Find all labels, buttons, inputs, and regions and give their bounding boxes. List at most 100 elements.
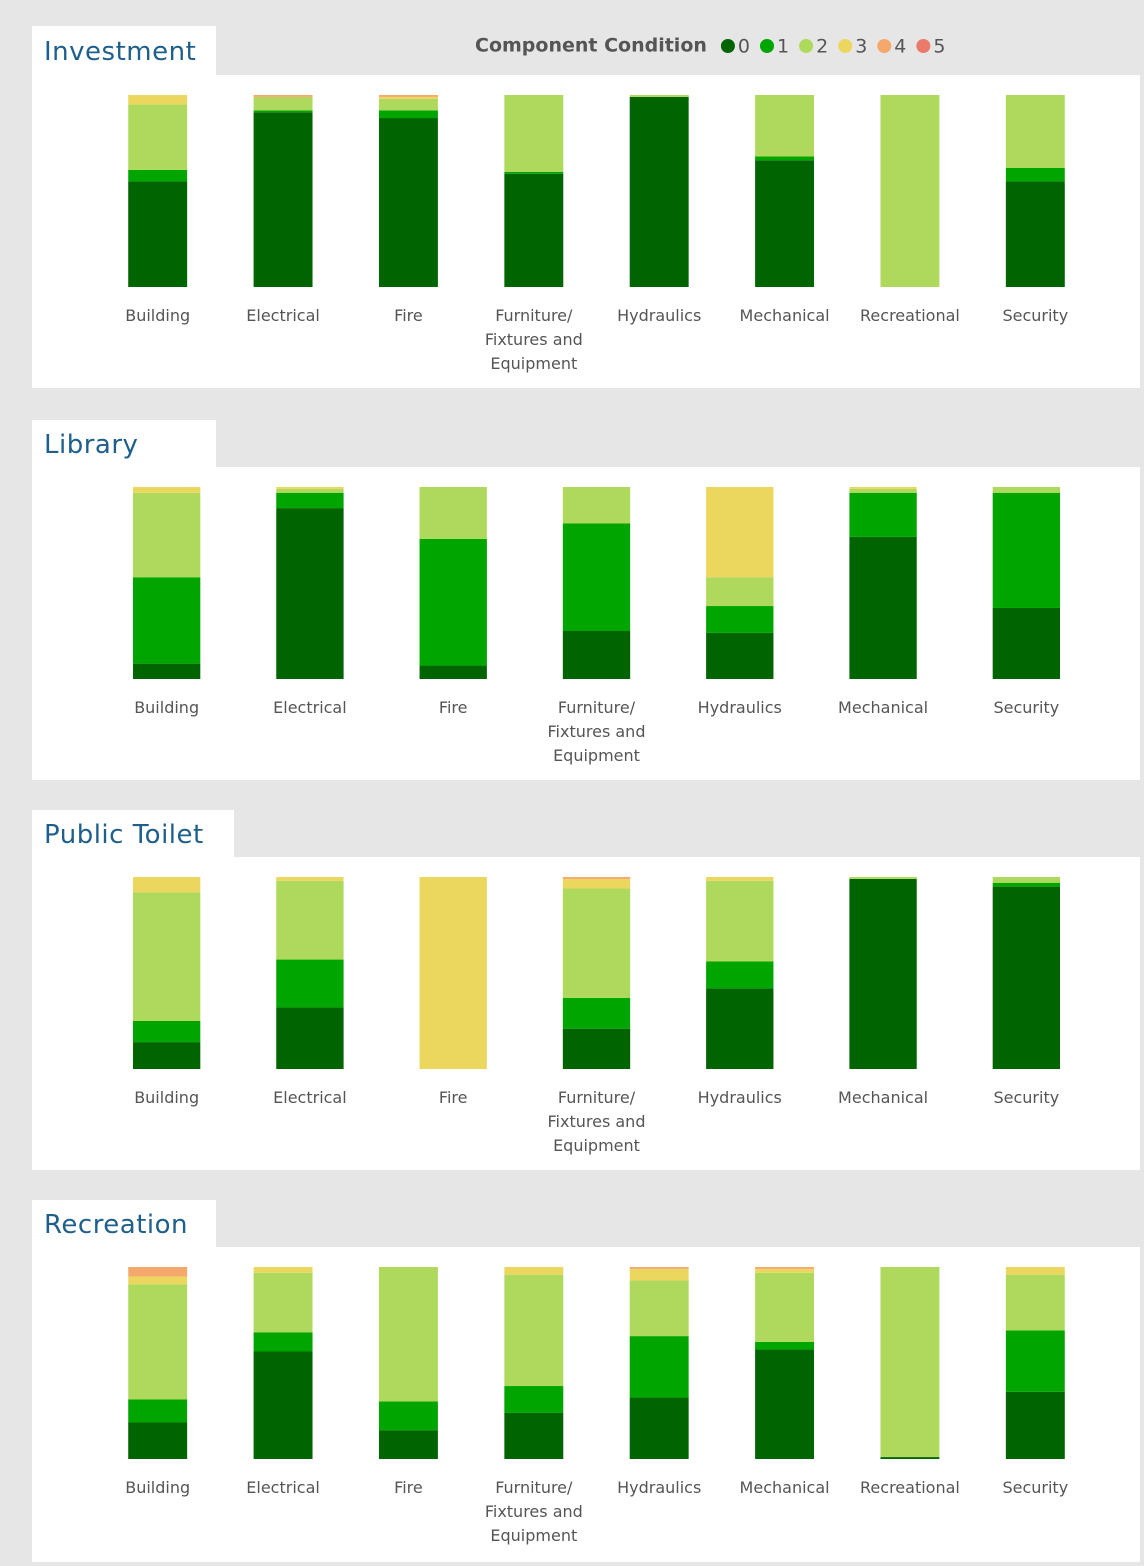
x-tick-label: Furniture/ Fixtures and Equipment: [484, 1478, 583, 1545]
bar-segment: [276, 508, 344, 679]
x-label-box: Furniture/ Fixtures and Equipment: [484, 306, 583, 373]
x-tick-label: Fire: [438, 1088, 468, 1107]
bar-segment: [629, 1268, 689, 1281]
x-label-box: Building: [134, 1088, 200, 1107]
x-tick-label: Building: [134, 698, 200, 717]
chart-title: Investment: [44, 37, 196, 67]
bar-segment: [562, 487, 631, 524]
bar-segment: [562, 878, 631, 889]
bar-segment: [378, 1401, 438, 1431]
bar-segment: [849, 877, 917, 879]
x-label-box: Electrical: [246, 306, 320, 325]
x-label-box: Fire: [394, 306, 423, 325]
x-tick-label: Fire: [394, 1478, 423, 1497]
x-tick-label: Hydraulics: [697, 1088, 782, 1107]
bar-segment: [629, 1336, 689, 1398]
bar-segment: [755, 1349, 815, 1459]
legend-label: 3: [855, 36, 867, 58]
bar-segment: [128, 1422, 188, 1459]
bar-segment: [504, 173, 564, 287]
bar-segment: [562, 888, 631, 998]
x-tick-label: Building: [134, 1088, 200, 1107]
bar-segment: [706, 961, 774, 989]
bar-segment: [1005, 95, 1065, 168]
x-tick-label: Security: [993, 1088, 1060, 1107]
x-label-box: Hydraulics: [617, 1478, 702, 1497]
bar-segment: [504, 171, 564, 174]
bar-segment: [880, 1267, 940, 1458]
x-tick-label: Furniture/ Fixtures and Equipment: [484, 306, 583, 373]
bar-segment: [706, 988, 774, 1069]
bar-segment: [706, 880, 774, 962]
bar-segment: [419, 665, 487, 679]
legend-label: 5: [933, 36, 945, 58]
x-label-box: Mechanical: [739, 306, 830, 325]
x-tick-label: Mechanical: [739, 1478, 830, 1497]
x-tick-label: Electrical: [273, 698, 347, 717]
bar-segment: [378, 95, 438, 97]
bar-segment: [992, 607, 1061, 679]
x-label-box: Security: [1002, 1478, 1068, 1497]
bar-segment: [504, 1412, 564, 1459]
legend-label: 0: [738, 36, 750, 58]
panel-tab: [32, 420, 216, 468]
x-tick-label: Fire: [394, 306, 423, 325]
bar-segment: [253, 1272, 313, 1333]
x-tick-label: Mechanical: [739, 306, 830, 325]
bar-segment: [128, 169, 188, 182]
bar-segment: [504, 1386, 564, 1413]
bar-segment: [755, 156, 815, 161]
bar-segment: [849, 536, 917, 679]
bar-segment: [849, 488, 917, 493]
bar-segment: [253, 1332, 313, 1352]
legend-label: 1: [777, 36, 789, 58]
bar-segment: [1005, 181, 1065, 287]
x-tick-label: Recreational: [860, 306, 960, 325]
bar-segment: [880, 95, 940, 287]
bar-segment: [132, 663, 201, 679]
legend-swatch: [760, 39, 774, 53]
bar-segment: [132, 1042, 201, 1069]
bar-segment: [276, 1007, 344, 1069]
x-tick-label: Recreational: [860, 1478, 960, 1497]
x-tick-label: Security: [993, 698, 1060, 717]
x-tick-label: Hydraulics: [617, 306, 702, 325]
x-tick-label: Furniture/ Fixtures and Equipment: [547, 698, 646, 765]
bar-segment: [504, 1274, 564, 1387]
bar-segment: [1005, 1267, 1065, 1275]
bar-segment: [992, 487, 1061, 493]
x-label-box: Recreational: [860, 1478, 960, 1497]
chart-title: Recreation: [44, 1210, 188, 1240]
bar-segment: [504, 95, 564, 172]
x-tick-label: Electrical: [246, 306, 320, 325]
bar-segment: [128, 181, 188, 287]
chart-title: Library: [44, 430, 138, 460]
bar-segment: [419, 487, 487, 539]
x-tick-label: Hydraulics: [617, 1478, 702, 1497]
bar-segment: [253, 96, 313, 111]
bar-segment: [378, 98, 438, 111]
bar-segment: [1005, 1330, 1065, 1392]
bar-segment: [504, 1267, 564, 1275]
bar-segment: [253, 95, 313, 97]
bar-segment: [755, 1268, 815, 1273]
x-tick-label: Mechanical: [838, 1088, 929, 1107]
x-label-box: Security: [1002, 306, 1068, 325]
bar-segment: [706, 487, 774, 578]
x-tick-label: Mechanical: [838, 698, 929, 717]
x-label-box: Mechanical: [739, 1478, 830, 1497]
bar-segment: [706, 577, 774, 607]
panel-tab: [32, 810, 234, 858]
bar-segment: [849, 878, 917, 1069]
bar-segment: [755, 1267, 815, 1269]
legend-title: Component Condition: [475, 35, 707, 57]
x-label-box: Mechanical: [838, 1088, 929, 1107]
legend-label: 4: [894, 36, 906, 58]
bar-segment: [1005, 1391, 1065, 1459]
panel: [32, 75, 1140, 388]
bar-segment: [276, 959, 344, 1008]
bar-segment: [755, 1341, 815, 1350]
bar-segment: [132, 487, 201, 493]
x-label-box: Mechanical: [838, 698, 929, 717]
bar-segment: [629, 96, 689, 287]
